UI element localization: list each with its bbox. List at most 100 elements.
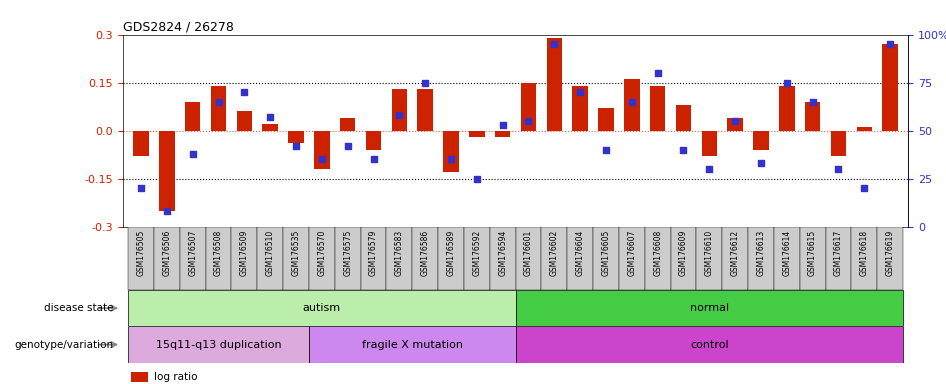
Bar bbox=[469, 131, 484, 137]
Text: GSM176575: GSM176575 bbox=[343, 230, 352, 276]
Bar bbox=[748, 227, 774, 290]
Text: GSM176601: GSM176601 bbox=[524, 230, 533, 276]
Bar bbox=[547, 38, 562, 131]
Bar bbox=[593, 227, 619, 290]
Bar bbox=[696, 227, 722, 290]
Bar bbox=[495, 131, 511, 137]
Bar bbox=[392, 89, 407, 131]
Bar bbox=[211, 86, 226, 131]
Bar bbox=[619, 227, 645, 290]
Text: GSM176589: GSM176589 bbox=[447, 230, 456, 276]
Bar bbox=[360, 227, 386, 290]
Bar bbox=[180, 227, 205, 290]
Bar bbox=[412, 227, 438, 290]
Text: GSM176505: GSM176505 bbox=[136, 230, 146, 276]
Text: GSM176604: GSM176604 bbox=[575, 230, 585, 276]
Point bbox=[780, 79, 795, 86]
Text: GSM176609: GSM176609 bbox=[679, 230, 688, 276]
Bar bbox=[722, 227, 748, 290]
Text: GSM176592: GSM176592 bbox=[472, 230, 482, 276]
Bar bbox=[335, 227, 360, 290]
Bar bbox=[283, 227, 309, 290]
Bar bbox=[128, 227, 154, 290]
Point bbox=[185, 151, 201, 157]
Point bbox=[133, 185, 149, 191]
Bar bbox=[851, 227, 877, 290]
Point bbox=[289, 143, 304, 149]
Bar bbox=[779, 86, 795, 131]
Bar bbox=[826, 227, 851, 290]
Text: GSM176617: GSM176617 bbox=[834, 230, 843, 276]
Point bbox=[236, 89, 252, 95]
Text: 15q11-q13 duplication: 15q11-q13 duplication bbox=[156, 339, 281, 350]
Bar bbox=[490, 227, 516, 290]
Bar bbox=[154, 227, 180, 290]
Bar bbox=[464, 227, 490, 290]
Bar bbox=[262, 124, 278, 131]
Point bbox=[547, 41, 562, 47]
Bar bbox=[205, 227, 232, 290]
Bar bbox=[257, 227, 283, 290]
Text: GSM176608: GSM176608 bbox=[653, 230, 662, 276]
Text: GSM176619: GSM176619 bbox=[885, 230, 895, 276]
Bar bbox=[128, 290, 516, 326]
Point bbox=[495, 122, 510, 128]
Text: GSM176535: GSM176535 bbox=[291, 230, 301, 276]
Point bbox=[392, 112, 407, 118]
Bar bbox=[774, 227, 799, 290]
Text: GSM176602: GSM176602 bbox=[550, 230, 559, 276]
Bar bbox=[727, 118, 743, 131]
Text: GSM176570: GSM176570 bbox=[317, 230, 326, 276]
Text: GSM176509: GSM176509 bbox=[240, 230, 249, 276]
Text: GSM176613: GSM176613 bbox=[757, 230, 765, 276]
Text: GSM176579: GSM176579 bbox=[369, 230, 378, 276]
Point bbox=[805, 99, 820, 105]
Bar bbox=[309, 227, 335, 290]
Point bbox=[727, 118, 743, 124]
Point bbox=[599, 147, 614, 153]
Point bbox=[314, 156, 329, 162]
Text: genotype/variation: genotype/variation bbox=[14, 339, 114, 350]
Point bbox=[444, 156, 459, 162]
Text: GSM176614: GSM176614 bbox=[782, 230, 791, 276]
Bar bbox=[133, 131, 149, 156]
Bar bbox=[314, 131, 329, 169]
Bar bbox=[444, 131, 459, 172]
Bar bbox=[624, 79, 639, 131]
Bar bbox=[516, 326, 903, 363]
Bar bbox=[131, 372, 149, 382]
Text: control: control bbox=[690, 339, 728, 350]
Point bbox=[624, 99, 639, 105]
Point bbox=[702, 166, 717, 172]
Point bbox=[263, 114, 278, 120]
Point bbox=[341, 143, 356, 149]
Bar bbox=[645, 227, 671, 290]
Point bbox=[831, 166, 846, 172]
Point bbox=[753, 160, 768, 166]
Text: GSM176607: GSM176607 bbox=[627, 230, 637, 276]
Bar bbox=[805, 102, 820, 131]
Bar bbox=[309, 326, 516, 363]
Point bbox=[572, 89, 587, 95]
Text: GSM176610: GSM176610 bbox=[705, 230, 714, 276]
Bar bbox=[438, 227, 464, 290]
Bar bbox=[516, 227, 541, 290]
Point bbox=[417, 79, 432, 86]
Bar bbox=[289, 131, 304, 143]
Bar bbox=[877, 227, 903, 290]
Text: log ratio: log ratio bbox=[154, 372, 198, 382]
Bar bbox=[598, 108, 614, 131]
Bar bbox=[159, 131, 175, 210]
Bar bbox=[753, 131, 769, 150]
Text: fragile X mutation: fragile X mutation bbox=[361, 339, 463, 350]
Text: GSM176586: GSM176586 bbox=[421, 230, 429, 276]
Text: GSM176594: GSM176594 bbox=[499, 230, 507, 276]
Text: disease state: disease state bbox=[44, 303, 114, 313]
Bar bbox=[799, 227, 826, 290]
Bar bbox=[671, 227, 696, 290]
Text: GSM176510: GSM176510 bbox=[266, 230, 274, 276]
Point bbox=[211, 99, 226, 105]
Text: GSM176615: GSM176615 bbox=[808, 230, 817, 276]
Point bbox=[650, 70, 665, 76]
Bar bbox=[572, 86, 587, 131]
